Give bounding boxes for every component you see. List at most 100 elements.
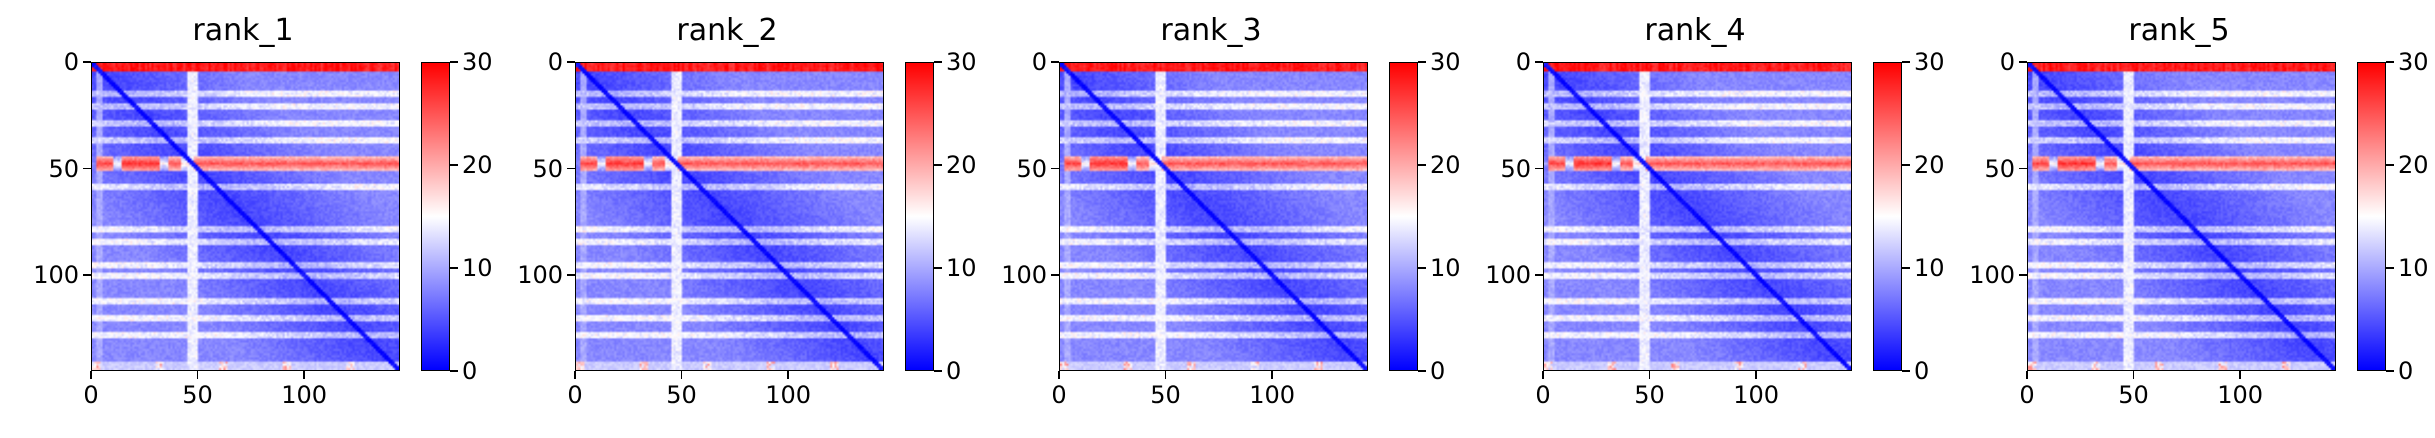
heatmap-plot bbox=[1543, 62, 1852, 371]
colorbar-tick-label: 10 bbox=[1914, 254, 1945, 282]
y-tick-label: 100 bbox=[517, 261, 563, 290]
colorbar-tick bbox=[1418, 267, 1426, 269]
x-tick bbox=[2132, 371, 2135, 379]
x-tick bbox=[574, 371, 576, 379]
colorbar-tick bbox=[934, 61, 942, 63]
y-tick-label: 0 bbox=[1031, 48, 1047, 76]
colorbar bbox=[1389, 62, 1418, 371]
y-tick bbox=[83, 167, 91, 170]
x-tick-label: 0 bbox=[83, 381, 99, 409]
colorbar-tick bbox=[1902, 370, 1910, 372]
y-tick bbox=[1051, 274, 1059, 276]
x-tick bbox=[303, 371, 305, 379]
colorbar-tick bbox=[934, 267, 942, 269]
colorbar-tick bbox=[2386, 267, 2394, 269]
colorbar bbox=[2357, 62, 2386, 371]
x-tick bbox=[2239, 371, 2241, 379]
x-tick-label: 50 bbox=[182, 381, 213, 409]
x-tick-label: 50 bbox=[666, 381, 697, 409]
colorbar-tick-label: 0 bbox=[1430, 357, 1446, 385]
colorbar-tick bbox=[450, 267, 458, 269]
colorbar-tick-label: 0 bbox=[946, 357, 962, 385]
y-tick-label: 0 bbox=[1999, 48, 2015, 76]
x-tick-label: 0 bbox=[567, 381, 583, 409]
y-tick bbox=[2019, 61, 2027, 63]
colorbar-tick bbox=[450, 370, 458, 372]
y-tick bbox=[567, 167, 575, 170]
x-tick bbox=[1058, 371, 1060, 379]
x-tick bbox=[1164, 371, 1167, 379]
x-tick bbox=[1271, 371, 1273, 379]
colorbar-tick-label: 30 bbox=[1430, 48, 1461, 76]
colorbar-tick-label: 30 bbox=[946, 48, 977, 76]
heatmap-plot bbox=[2027, 62, 2336, 371]
colorbar-tick-label: 30 bbox=[1914, 48, 1945, 76]
x-tick bbox=[1648, 371, 1651, 379]
x-tick-label: 50 bbox=[1634, 381, 1665, 409]
x-tick-label: 100 bbox=[765, 381, 811, 409]
x-tick bbox=[1542, 371, 1544, 379]
x-tick bbox=[90, 371, 92, 379]
colorbar-tick bbox=[2386, 61, 2394, 63]
colorbar-tick-label: 20 bbox=[946, 151, 977, 179]
colorbar-tick-label: 30 bbox=[2398, 48, 2429, 76]
panel-title: rank_2 bbox=[676, 13, 778, 48]
colorbar-tick-label: 10 bbox=[946, 254, 977, 282]
colorbar-tick bbox=[450, 164, 458, 166]
panel-title: rank_5 bbox=[2128, 13, 2230, 48]
x-tick bbox=[787, 371, 789, 379]
y-tick bbox=[1535, 61, 1543, 63]
y-tick bbox=[1051, 61, 1059, 63]
colorbar-tick-label: 20 bbox=[1430, 151, 1461, 179]
x-tick bbox=[680, 371, 683, 379]
x-tick bbox=[1755, 371, 1757, 379]
heatmap-image bbox=[576, 63, 883, 370]
y-tick-label: 0 bbox=[547, 48, 563, 76]
x-tick-label: 100 bbox=[2217, 381, 2263, 409]
y-tick bbox=[2019, 167, 2027, 170]
x-tick-label: 50 bbox=[2118, 381, 2149, 409]
y-tick bbox=[2019, 274, 2027, 276]
heatmap-image bbox=[92, 63, 399, 370]
y-tick bbox=[83, 61, 91, 63]
heatmap-panel: rank_3 0 50 100 0 50 100 0 10 20 30 bbox=[968, 0, 1460, 438]
heatmap-image bbox=[2028, 63, 2335, 370]
colorbar-tick-label: 20 bbox=[2398, 151, 2429, 179]
heatmap-panel: rank_1 0 50 100 0 50 100 0 10 20 30 bbox=[0, 0, 492, 438]
colorbar bbox=[1873, 62, 1902, 371]
panel-title: rank_4 bbox=[1644, 13, 1746, 48]
y-tick-label: 50 bbox=[532, 154, 563, 183]
heatmap-plot bbox=[1059, 62, 1368, 371]
colorbar-tick-label: 0 bbox=[462, 357, 478, 385]
x-tick-label: 100 bbox=[281, 381, 327, 409]
y-tick bbox=[1535, 167, 1543, 170]
colorbar-tick-label: 30 bbox=[462, 48, 493, 76]
colorbar-tick-label: 10 bbox=[2398, 254, 2429, 282]
y-tick-label: 50 bbox=[1500, 154, 1531, 183]
x-tick-label: 50 bbox=[1150, 381, 1181, 409]
y-tick bbox=[567, 61, 575, 63]
y-tick-label: 100 bbox=[1001, 261, 1047, 290]
y-tick-label: 100 bbox=[1969, 261, 2015, 290]
colorbar-tick bbox=[1902, 267, 1910, 269]
x-tick-label: 100 bbox=[1249, 381, 1295, 409]
colorbar-tick bbox=[2386, 164, 2394, 166]
colorbar-tick bbox=[450, 61, 458, 63]
heatmap-panel: rank_2 0 50 100 0 50 100 0 10 20 30 bbox=[484, 0, 976, 438]
heatmap-plot bbox=[575, 62, 884, 371]
x-tick-label: 0 bbox=[1051, 381, 1067, 409]
colorbar-tick-label: 20 bbox=[462, 151, 493, 179]
x-tick bbox=[2026, 371, 2028, 379]
x-tick-label: 0 bbox=[2019, 381, 2035, 409]
colorbar-tick bbox=[1902, 61, 1910, 63]
y-tick-label: 50 bbox=[1984, 154, 2015, 183]
x-tick-label: 100 bbox=[1733, 381, 1779, 409]
colorbar-tick-label: 20 bbox=[1914, 151, 1945, 179]
panel-title: rank_1 bbox=[192, 13, 294, 48]
y-tick bbox=[83, 274, 91, 276]
y-tick-label: 100 bbox=[33, 261, 79, 290]
colorbar-tick bbox=[1418, 370, 1426, 372]
colorbar bbox=[905, 62, 934, 371]
x-tick bbox=[196, 371, 199, 379]
colorbar-tick bbox=[1902, 164, 1910, 166]
